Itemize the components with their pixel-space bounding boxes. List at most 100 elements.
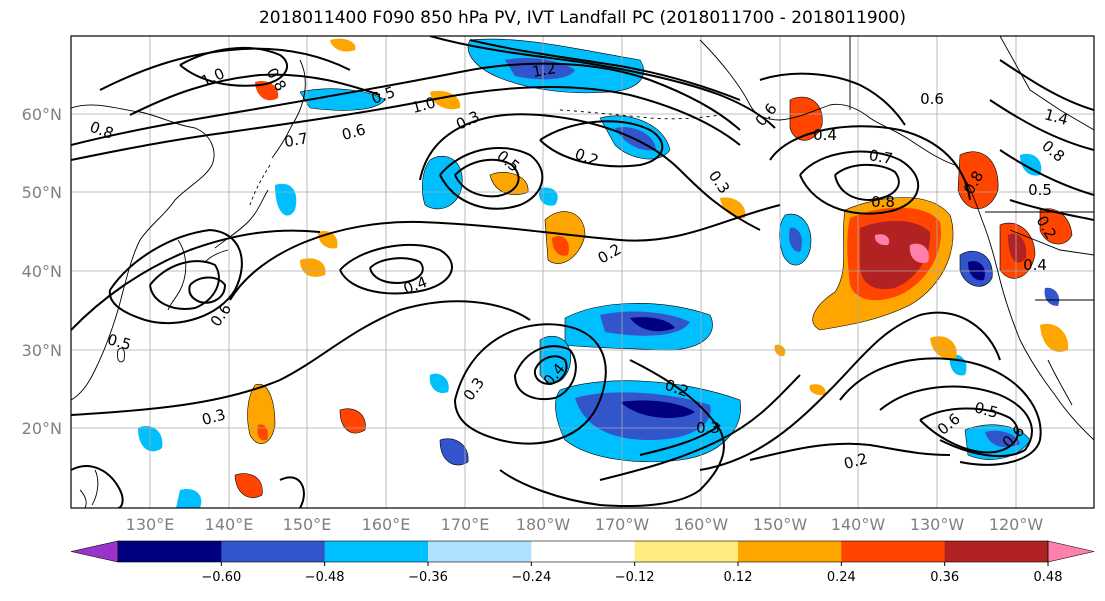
longitude-label: 160°E (362, 515, 411, 530)
contour-label: 0.3 (696, 419, 720, 437)
longitude-label: 150°W (753, 515, 808, 530)
negative-anomaly-area (985, 430, 1020, 448)
colorbar-tick-label: 0.36 (930, 570, 959, 585)
negative-anomaly-area (421, 155, 463, 210)
colorbar-swatch (738, 541, 842, 562)
contour-label: 0.3 (200, 405, 228, 429)
positive-anomaly-area (720, 197, 746, 219)
pv-contour (188, 276, 227, 304)
positive-anomaly-area (1040, 323, 1069, 352)
colorbar-swatch (634, 541, 739, 562)
colorbar-tick-label: −0.24 (511, 570, 551, 585)
contour-label: 0.5 (1028, 181, 1052, 199)
pv-contour (108, 228, 243, 325)
coastline-alaska (699, 39, 956, 166)
positive-anomaly-area (330, 38, 356, 52)
contour-label: 0.6 (920, 90, 944, 108)
positive-anomaly-area (1039, 208, 1073, 245)
contour-label: 0.8 (871, 193, 895, 211)
colorbar-swatch (428, 541, 532, 562)
negative-anomaly-area (620, 400, 695, 418)
pv-contour (419, 113, 761, 231)
pv-contour (639, 424, 721, 456)
negative-anomaly-area (429, 373, 449, 394)
pv-contour (429, 36, 776, 129)
negative-anomaly-area (176, 489, 202, 508)
pv-contour (71, 465, 124, 508)
colorbar-swatch (841, 541, 946, 562)
map-figure: 1.0 0.8 1.2 1.0 0.6 0.7 0.8 0.5 0.3 0.5 … (22, 35, 1095, 530)
positive-anomaly-area (234, 473, 263, 498)
longitude-label: 120°W (989, 515, 1044, 530)
pv-contour (1009, 199, 1094, 221)
pv-contour (71, 300, 531, 416)
negative-anomaly-area (299, 88, 386, 111)
colorbar-swatch (324, 541, 429, 562)
contour-label: 0.2 (842, 449, 870, 473)
latitude-label: 50°N (22, 183, 62, 202)
contour-label: 1.2 (531, 59, 558, 81)
coastline-baja (1047, 359, 1073, 406)
pv-contour (999, 59, 1094, 111)
coastlines (71, 36, 1094, 508)
positive-anomaly-area (809, 384, 826, 396)
pv-contour (919, 407, 1019, 454)
negative-anomaly-area (1020, 153, 1042, 176)
positive-anomaly-area (909, 243, 929, 264)
pv-contour (99, 47, 351, 91)
contour-label: 0.6 (340, 120, 368, 144)
coastline-philippines (79, 469, 99, 508)
colorbar-tick-label: −0.12 (615, 570, 655, 585)
pv-contour (129, 73, 381, 116)
border-inland (999, 36, 1094, 256)
pv-contour (699, 311, 1001, 471)
longitude-label: 140°E (205, 515, 254, 530)
negative-anomaly-area (630, 317, 675, 332)
pv-contour (599, 374, 801, 481)
positive-anomaly-area (339, 408, 366, 434)
pv-contour (71, 86, 741, 161)
colorbar-tick-label: −0.48 (305, 570, 345, 585)
pv-contour (989, 99, 1094, 151)
colorbar-swatches (70, 540, 1095, 563)
pv-contour (71, 62, 741, 146)
pv-contour (229, 204, 781, 301)
pv-contour (469, 39, 741, 101)
pv-contour (71, 229, 321, 331)
contour-label: 0.5 (105, 330, 133, 354)
coastline-aleutians (559, 109, 721, 120)
colorbar-tick-label: −0.36 (408, 570, 448, 585)
positive-anomaly-area (300, 258, 326, 277)
pv-contour (369, 257, 424, 285)
colorbar-swatch (221, 541, 326, 562)
negative-anomaly-area (789, 227, 802, 252)
latitude-label: 40°N (22, 262, 62, 281)
latitude-label: 20°N (22, 419, 62, 438)
pv-contour (834, 163, 900, 202)
positive-anomaly-area (544, 211, 586, 264)
positive-anomaly-area (552, 235, 569, 256)
positive-anomaly-area (247, 383, 276, 444)
pv-contour (149, 260, 220, 310)
colorbar-extension-low (70, 540, 119, 563)
longitude-label: 150°E (283, 515, 332, 530)
negative-anomaly-area (1044, 287, 1060, 306)
longitude-labels: 130°E 140°E 150°E 160°E 170°E 180°W 170°… (126, 515, 1044, 530)
colorbar-swatch (531, 541, 636, 562)
colorbar-swatch (944, 541, 1049, 562)
positive-anomaly-area (789, 96, 823, 141)
coastline-north-america (954, 164, 1094, 441)
latitude-label: 60°N (22, 105, 62, 124)
pv-contour (179, 46, 288, 87)
pv-contour (439, 147, 544, 210)
coastline-kamchatka (271, 59, 306, 159)
pv-contour (769, 125, 971, 201)
pv-contour (799, 150, 920, 215)
coastline-japan (204, 189, 269, 263)
pv-contour (279, 476, 305, 508)
map-frame-border (70, 35, 1095, 509)
longitude-label: 160°W (674, 515, 729, 530)
contour-label: 1.0 (410, 93, 438, 117)
latitude-labels: 60°N 50°N 40°N 30°N 20°N (22, 105, 62, 438)
negative-anomaly-area (439, 438, 469, 466)
